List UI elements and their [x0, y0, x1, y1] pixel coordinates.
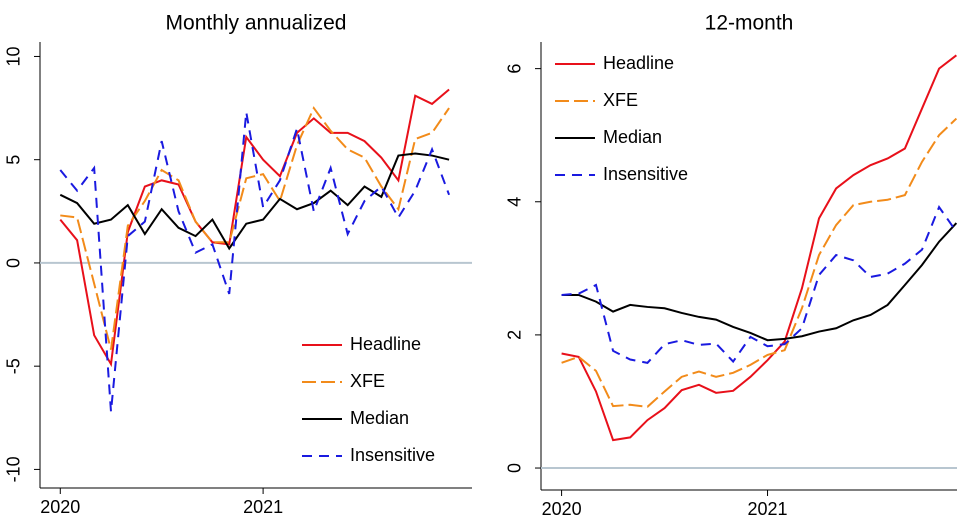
- x-tick-label: 2020: [542, 499, 582, 519]
- series-line: [561, 205, 958, 364]
- legend-label: Insensitive: [603, 164, 688, 184]
- series-line: [59, 112, 451, 412]
- x-tick-label: 2020: [40, 497, 80, 517]
- legend-label: Headline: [350, 334, 421, 354]
- series-line: [60, 106, 450, 350]
- y-tick-label: 4: [505, 197, 525, 207]
- series-line: [59, 152, 450, 251]
- legend-label: Median: [350, 408, 409, 428]
- legend-label: Headline: [603, 53, 674, 73]
- legend-label: XFE: [603, 90, 638, 110]
- legend-label: Median: [603, 127, 662, 147]
- chart-title: 12-month: [705, 12, 794, 35]
- y-tick-label: 5: [4, 155, 24, 165]
- x-tick-label: 2021: [243, 497, 283, 517]
- y-tick-label: 2: [505, 330, 525, 340]
- x-tick-label: 2021: [748, 499, 788, 519]
- y-tick-label: 6: [505, 64, 525, 74]
- series-line: [561, 54, 957, 442]
- legend-label: Insensitive: [350, 445, 435, 465]
- y-tick-label: 0: [505, 463, 525, 473]
- y-tick-label: 0: [4, 258, 24, 268]
- y-tick-label: 10: [4, 46, 24, 66]
- y-tick-label: -5: [4, 358, 24, 374]
- series-line: [59, 88, 450, 368]
- series-line: [561, 117, 958, 408]
- legend-label: XFE: [350, 371, 385, 391]
- y-tick-label: -10: [4, 456, 24, 482]
- series-line: [561, 222, 958, 342]
- chart-title: Monthly annualized: [166, 12, 347, 35]
